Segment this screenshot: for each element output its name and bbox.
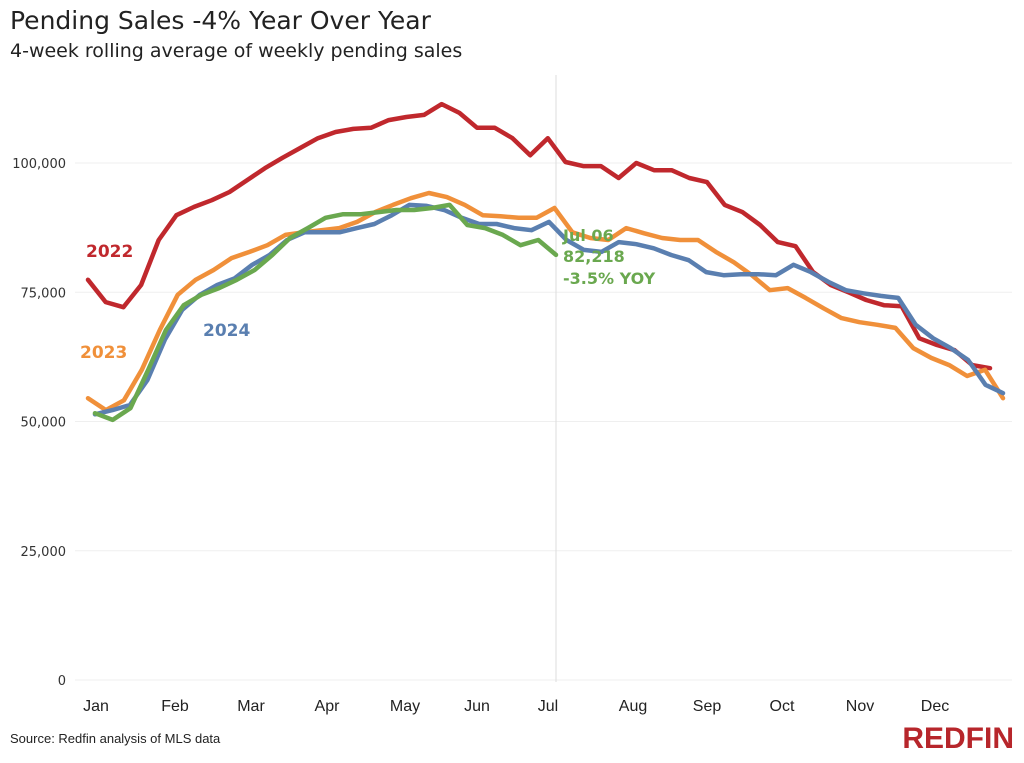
x-tick-label: Aug: [619, 698, 647, 715]
x-tick-label: Dec: [921, 698, 949, 715]
line-2024: [92, 202, 1006, 417]
y-tick-label: 50,000: [21, 416, 67, 431]
x-tick-label: Jan: [83, 698, 109, 715]
x-tick-label: Sep: [693, 698, 722, 715]
x-tick-label: Jun: [464, 698, 490, 715]
annotation-value: 82,218: [563, 247, 625, 266]
series-label-2023: 2023: [80, 343, 127, 363]
series-label-2024: 2024: [203, 321, 250, 341]
y-tick-label: 25,000: [21, 545, 67, 560]
x-tick-label: Oct: [770, 698, 795, 715]
chart-title: Pending Sales -4% Year Over Year: [10, 6, 431, 35]
source-note: Source: Redfin analysis of MLS data: [10, 731, 221, 746]
y-tick-label: 100,000: [12, 157, 66, 172]
redfin-logo: REDFIN: [902, 722, 1014, 755]
y-tick-label: 75,000: [21, 286, 67, 301]
chart-subtitle: 4-week rolling average of weekly pending…: [10, 40, 463, 62]
line-current-year: [92, 202, 559, 423]
annotation-yoy: -3.5% YOY: [563, 269, 656, 288]
y-tick-label: 0: [58, 674, 66, 689]
x-tick-label: Jul: [538, 698, 558, 715]
x-tick-label: May: [390, 698, 420, 715]
annotation-date: Jul 06: [562, 226, 614, 245]
x-tick-label: Nov: [846, 698, 874, 715]
line-2023: [85, 190, 1006, 413]
series-label-2022: 2022: [86, 242, 133, 262]
x-tick-label: Feb: [161, 698, 189, 715]
x-tick-label: Apr: [315, 698, 341, 715]
x-tick-label: Mar: [237, 698, 265, 715]
